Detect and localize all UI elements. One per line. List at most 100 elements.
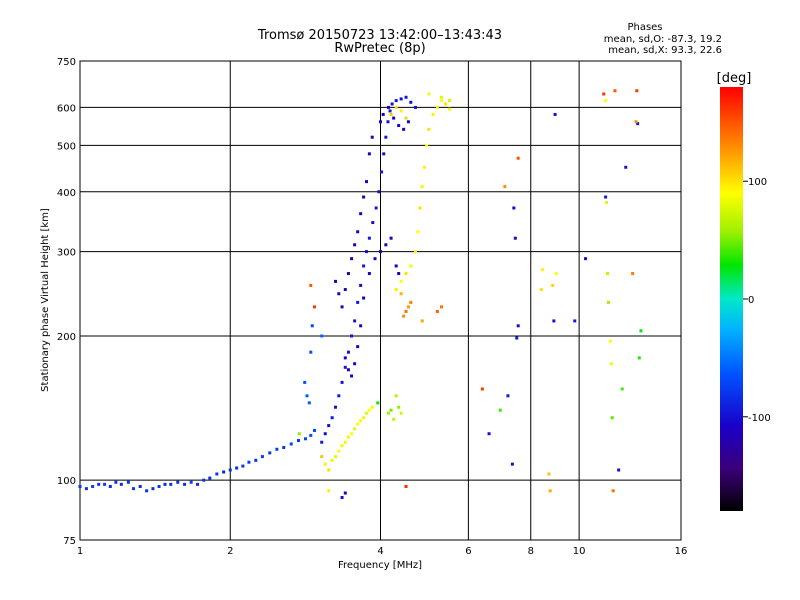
data-point-o [394, 99, 398, 103]
data-point-o [510, 462, 514, 466]
data-point-x [606, 300, 610, 304]
data-point-o [346, 368, 350, 372]
colorbar-tick-label: 100 [748, 177, 767, 188]
data-point-o [350, 334, 354, 338]
data-point-o [296, 439, 300, 443]
data-point-o [196, 482, 200, 486]
y-tick-label: 750 [57, 57, 76, 68]
data-point-x [604, 99, 608, 103]
data-point-o [108, 484, 112, 488]
data-point-o [573, 319, 577, 323]
data-point-o [305, 394, 309, 398]
data-point-o [388, 109, 392, 113]
data-point-o [516, 324, 520, 328]
data-point-o [365, 250, 369, 254]
data-point-x [309, 283, 313, 287]
data-point-x [404, 272, 408, 276]
data-point-o [356, 345, 360, 349]
data-point-x [431, 112, 435, 116]
data-point-o [359, 324, 363, 328]
data-point-x [613, 89, 617, 93]
colorbar-ticks: 100 0 -100 [743, 177, 771, 424]
grid [80, 61, 681, 540]
chart-title-line1: Tromsø 20150723 13:42:00–13:43:43 [257, 28, 502, 43]
data-point-o [379, 120, 382, 124]
data-point-x [399, 279, 403, 283]
data-point-o [275, 447, 279, 451]
data-point-o [356, 230, 360, 234]
data-point-o [323, 432, 327, 436]
stats-line-x: mean, sd,X: 93.3, 22.6 [608, 45, 722, 56]
data-point-o [327, 424, 331, 428]
y-axis-ticks: 75 100 200 300 400 500 600 750 [57, 57, 76, 547]
data-point-o [384, 135, 388, 139]
data-point-o [404, 95, 408, 99]
data-point-x [399, 411, 403, 415]
y-tick-label: 100 [57, 476, 76, 487]
data-point-o [241, 464, 245, 468]
data-point-x [362, 416, 366, 420]
data-point-x [353, 427, 357, 431]
data-point-o [636, 122, 640, 126]
data-point-o [282, 445, 286, 449]
data-point-x [420, 185, 424, 189]
data-point-o [367, 236, 371, 240]
data-point-x [389, 112, 393, 116]
data-point-x [418, 206, 422, 210]
data-point-o [362, 296, 366, 300]
data-point-o [176, 480, 180, 484]
data-point-x [606, 272, 610, 276]
chart-title-line2: RwPretec (8p) [334, 41, 425, 56]
colorbar-tick-label: 0 [748, 295, 754, 306]
data-point-x [548, 489, 552, 493]
data-point-x [404, 116, 408, 120]
data-point-o [384, 243, 388, 247]
data-point-x [343, 440, 347, 444]
data-point-o [320, 334, 324, 338]
data-point-o [333, 405, 337, 409]
data-point-x [370, 405, 374, 409]
data-point-x [399, 109, 403, 113]
stats-line-o: mean, sd,O: -87.3, 19.2 [604, 34, 722, 45]
data-point-o [340, 305, 344, 309]
data-point-o [374, 206, 378, 210]
data-point-o [202, 478, 206, 482]
data-point-x [297, 432, 301, 436]
data-point-o [356, 300, 360, 304]
data-point-o [367, 152, 371, 156]
data-point-o [397, 272, 401, 276]
data-point-o [309, 350, 313, 354]
data-point-o [402, 127, 406, 131]
data-point-o [309, 433, 313, 437]
data-point-x [350, 432, 354, 436]
data-point-o [380, 170, 384, 174]
data-point-o [381, 112, 385, 116]
data-point-o [553, 112, 557, 116]
x-axis-ticks: 1 2 4 6 8 10 16 [77, 546, 688, 557]
data-point-x [427, 127, 431, 131]
data-point-o [399, 97, 403, 101]
data-point-x [503, 185, 507, 189]
data-point-x [554, 272, 558, 276]
data-point-x [610, 416, 614, 420]
x-axis-label: Frequency [MHz] [338, 560, 422, 571]
data-point-o [404, 484, 408, 488]
data-point-o [617, 468, 621, 472]
data-point-o [359, 212, 363, 216]
data-point-o [353, 243, 357, 247]
colorbar-label: [deg] [717, 71, 752, 86]
data-point-o [208, 476, 212, 480]
data-point-x [340, 444, 344, 448]
x-tick-label: 16 [675, 546, 688, 557]
data-point-x [539, 288, 543, 292]
x-tick-label: 1 [77, 546, 83, 557]
data-point-o [406, 120, 410, 124]
x-tick-label: 4 [377, 546, 383, 557]
data-point-o [392, 116, 396, 120]
data-point-x [330, 458, 334, 462]
x-tick-label: 10 [573, 546, 586, 557]
data-point-x [367, 408, 371, 412]
x-tick-label: 6 [465, 546, 471, 557]
y-tick-label: 500 [57, 141, 76, 152]
data-point-o [379, 250, 382, 254]
